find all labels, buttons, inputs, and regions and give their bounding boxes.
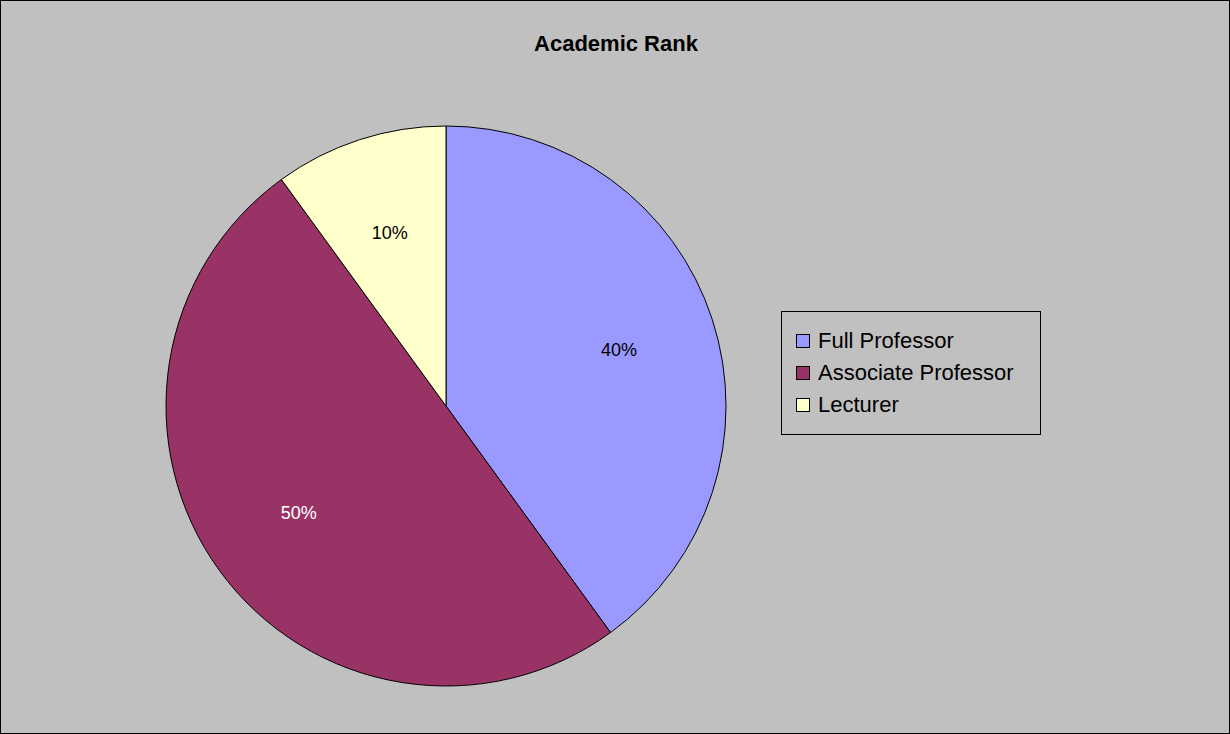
svg-text:40%: 40%	[601, 340, 637, 360]
html-text:Full Professor: Full Professor	[818, 328, 954, 353]
html-text:Lecturer: Lecturer	[818, 392, 899, 417]
svg-text:10%: 10%	[372, 223, 408, 243]
html-text:Academic Rank: Academic Rank	[534, 31, 698, 56]
svg-text:50%: 50%	[281, 503, 317, 523]
html-text:Associate Professor: Associate Professor	[818, 360, 1014, 385]
